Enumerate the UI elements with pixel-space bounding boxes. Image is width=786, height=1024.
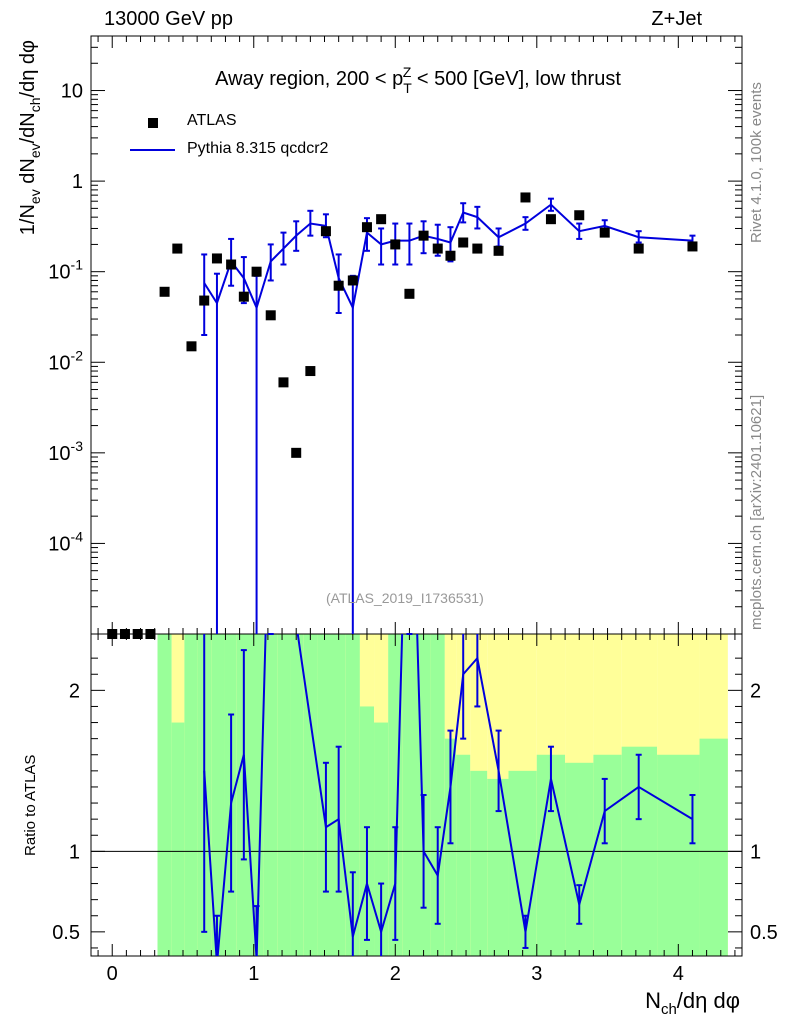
atlas-data-point (458, 237, 469, 248)
legend-atlas-label: ATLAS (187, 112, 237, 129)
atlas-series (107, 192, 698, 639)
pythia-line (203, 203, 693, 311)
atlas-data-point (333, 280, 344, 291)
atlas-data-point (305, 366, 316, 377)
x-tick-label: 1 (248, 963, 259, 985)
atlas-data-point (520, 192, 531, 203)
y-tick-label: 10-4 (48, 528, 83, 555)
ratio-band-inner (277, 634, 291, 956)
ratio-band-inner (487, 778, 509, 956)
ratio-series (201, 633, 696, 956)
x-tick-label: 3 (531, 963, 542, 985)
atlas-data-point (599, 227, 610, 238)
atlas-data-point (493, 245, 504, 256)
atlas-data-point (687, 241, 698, 252)
ratio-band-inner (388, 634, 403, 956)
atlas-data-point (199, 295, 210, 306)
y-axis-label: 1/Nev dNev/dNch/dη dφ (17, 40, 43, 235)
ratio-band-inner (593, 754, 622, 956)
ratio-band-inner (456, 754, 471, 956)
y-tick-label: 10-3 (48, 438, 83, 465)
atlas-data-point (361, 222, 372, 233)
header-left: 13000 GeV pp (104, 8, 233, 30)
ratio-band-inner (290, 634, 304, 956)
legend-pythia-label: Pythia 8.315 qcdcr2 (187, 140, 329, 157)
atlas-data-point (145, 629, 156, 639)
ratio-band-inner (171, 722, 185, 956)
ratio-y-tick-label: 2 (750, 680, 761, 702)
y-tick-label: 1 (72, 171, 83, 193)
y-tick-label: 10 (61, 81, 83, 103)
ratio-band-inner (249, 634, 264, 956)
ratio-band-inner (470, 770, 488, 956)
atlas-data-point (376, 214, 387, 225)
atlas-data-point (186, 341, 197, 352)
ratio-y-tick-label: 0.5 (52, 922, 80, 944)
atlas-data-point (472, 243, 483, 254)
atlas-data-point (265, 310, 276, 321)
atlas-data-point (633, 243, 644, 254)
y-tick-label: 10-1 (48, 257, 83, 284)
atlas-data-point (545, 214, 556, 225)
atlas-data-point (238, 291, 249, 302)
atlas-data-point (278, 377, 289, 388)
ratio-y-ticks: 0.5 0.5 1 1 2 2 (52, 657, 778, 949)
atlas-data-point (172, 243, 183, 254)
x-tick-label: 4 (673, 963, 684, 985)
legend-atlas-marker (148, 118, 158, 128)
atlas-data-point (211, 253, 222, 264)
atlas-data-point (390, 239, 401, 250)
ratio-band-inner (444, 738, 457, 956)
ratio-y-axis-label: Ratio to ATLAS (22, 754, 39, 856)
ratio-band-inner (263, 634, 278, 956)
ratio-band-inner (508, 770, 537, 956)
atlas-data-point (119, 629, 130, 639)
pythia-series (201, 197, 696, 634)
side-label-bottom: mcplots.cern.ch [arXiv:2401.10621] (748, 394, 765, 630)
x-tick-label: 0 (107, 963, 118, 985)
ratio-y-tick-label: 1 (69, 841, 80, 863)
x-axis-label: Nch/dη dφ (645, 988, 740, 1018)
ratio-band-inner (184, 634, 198, 956)
header-right: Z+Jet (651, 8, 702, 30)
y-axis-ticks: 10-4 10-3 10-2 10-1 1 10 (48, 35, 742, 635)
analysis-id: (ATLAS_2019_I1736531) (326, 590, 484, 606)
atlas-data-point (226, 259, 237, 270)
atlas-data-point (107, 629, 118, 639)
y-tick-label: 10-2 (48, 347, 83, 374)
atlas-data-point (574, 210, 585, 221)
x-tick-label: 2 (390, 963, 401, 985)
side-label-top: Rivet 4.1.0, 100k events (748, 82, 765, 243)
chart-title: Away region, 200 < pTZ < 500 [GeV], low … (215, 64, 621, 96)
atlas-data-point (291, 447, 302, 458)
ratio-band-inner (657, 754, 700, 956)
atlas-data-point (159, 286, 170, 297)
ratio-band-inner (211, 634, 225, 956)
ratio-band-inner (430, 634, 445, 956)
atlas-data-point (404, 288, 415, 299)
atlas-data-point (445, 250, 456, 261)
atlas-data-point (132, 629, 143, 639)
ratio-band-inner (374, 722, 389, 956)
ratio-band-inner (402, 634, 417, 956)
ratio-band-inner (699, 738, 728, 956)
ratio-band-inner (157, 634, 172, 956)
ratio-y-tick-label: 1 (750, 841, 761, 863)
ratio-y-tick-label: 2 (69, 680, 80, 702)
atlas-data-point (418, 230, 429, 241)
atlas-data-point (347, 275, 358, 286)
ratio-band-inner (345, 634, 360, 956)
ratio-band-inner (303, 634, 318, 956)
atlas-data-point (320, 226, 331, 237)
atlas-data-point (251, 266, 262, 277)
atlas-data-point (432, 243, 443, 254)
ratio-line (203, 634, 693, 956)
ratio-y-tick-label: 0.5 (750, 922, 778, 944)
